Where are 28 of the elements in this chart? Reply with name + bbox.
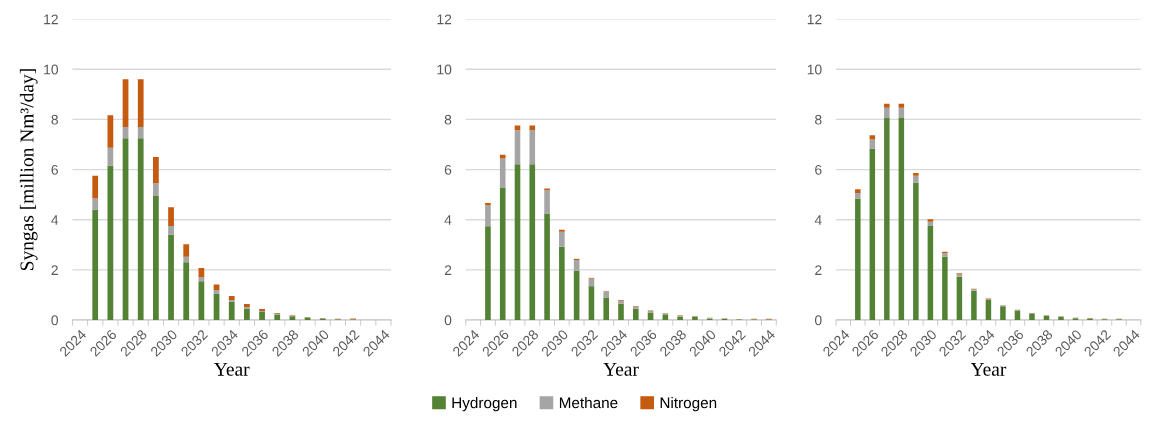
y-tick-label: 2 [51, 265, 58, 275]
y-tick-label: 6 [444, 164, 452, 175]
y-tick-label: 8 [815, 114, 822, 125]
y-tick-label: 4 [51, 215, 59, 225]
x-axis-title: Year [603, 362, 639, 376]
y-tick-label: 4 [444, 215, 452, 225]
y-tick-label: 2 [815, 265, 822, 275]
y-tick-label: 6 [815, 164, 822, 175]
y-tick-label: 12 [44, 14, 58, 25]
y-tick-label: 2 [444, 265, 452, 275]
legend-label: Hydrogen [452, 397, 517, 412]
x-axis-title: Year [970, 362, 1007, 376]
y-tick-label: 0 [814, 315, 822, 326]
legend-label: Nitrogen [660, 397, 717, 412]
x-axis-title: Year [214, 362, 250, 376]
legend-label: Methane [559, 397, 618, 409]
y-tick-label: 10 [807, 64, 822, 75]
y-tick-label: 8 [444, 114, 452, 125]
y-tick-label: 10 [44, 64, 59, 75]
y-tick-label: 8 [51, 114, 58, 125]
y-tick-label: 10 [437, 64, 452, 75]
y-tick-label: 0 [444, 315, 452, 326]
y-tick-label: 12 [807, 14, 822, 25]
y-tick-label: 4 [814, 215, 822, 225]
y-axis-title: Syngas [million Nm³/day] [19, 69, 38, 271]
y-tick-label: 6 [51, 164, 58, 175]
y-tick-label: 0 [51, 315, 59, 326]
y-tick-label: 12 [437, 14, 452, 25]
